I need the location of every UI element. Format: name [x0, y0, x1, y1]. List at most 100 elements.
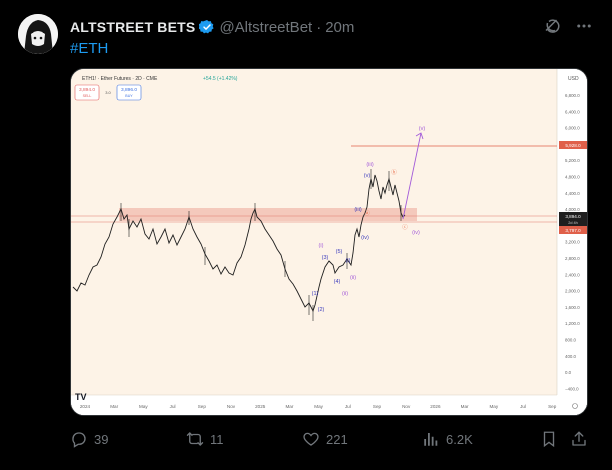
- y-tick-label: 5,200.0: [565, 158, 580, 163]
- wave-label-iii: (iii): [366, 162, 373, 168]
- views-button[interactable]: 6.2K: [422, 428, 473, 450]
- x-tick-label: Jul: [170, 404, 176, 409]
- resistance-zone: [119, 208, 417, 221]
- price-tag-current: [559, 212, 587, 226]
- view-count: 6.2K: [446, 431, 473, 447]
- wave-label-ii: (ii): [342, 291, 348, 297]
- x-tick-label: 2026: [430, 404, 441, 409]
- verified-badge-icon: [198, 19, 215, 35]
- like-button[interactable]: 221: [302, 428, 348, 450]
- svg-text:3,797.0: 3,797.0: [565, 228, 581, 233]
- wave-label-sub-iii: (iii): [354, 207, 361, 213]
- y-tick-label: 0.0: [565, 370, 572, 375]
- repost-button[interactable]: 11: [186, 428, 224, 450]
- like-icon: [303, 432, 319, 446]
- y-tick-label: 2,800.0: [565, 256, 580, 261]
- chart-image[interactable]: (v) (iii) (iv) (i) (ii) (1) (2) (3) (4) …: [70, 68, 588, 416]
- wave-label-v: (v): [419, 126, 426, 132]
- x-tick-label: May: [139, 404, 148, 409]
- grok-icon[interactable]: [543, 17, 561, 35]
- x-tick-label: Mar: [110, 404, 118, 409]
- timestamp[interactable]: 20m: [325, 18, 355, 36]
- x-tick-label: Nov: [402, 404, 411, 409]
- y-tick-label: 4,400.0: [565, 191, 580, 196]
- views-icon: [424, 433, 438, 446]
- bookmark-icon: [543, 431, 555, 448]
- wave-label-i: (i): [319, 243, 324, 249]
- buy-box: [116, 84, 142, 101]
- wave-label-a: ⓐ: [364, 209, 370, 217]
- wave-label-sub-ii: (ii): [350, 275, 356, 281]
- x-tick-label: Sep: [198, 404, 207, 409]
- price-tag-level: [559, 226, 587, 234]
- y-tick-label: 2,000.0: [565, 289, 580, 294]
- reply-icon: [72, 432, 86, 448]
- x-tick-label: May: [314, 404, 323, 409]
- x-tick-label: Jul: [345, 404, 351, 409]
- y-tick-label: 800.0: [565, 338, 577, 343]
- wave-label-c: ⓒ: [402, 223, 408, 231]
- y-tick-label: 1,200.0: [565, 321, 580, 326]
- sell-label: SELL: [83, 94, 92, 98]
- repost-icon: [186, 432, 204, 446]
- x-tick-label: May: [489, 404, 498, 409]
- action-bar: 39 11 221 6.2K: [70, 428, 590, 450]
- y-tick-label: 6,000.0: [565, 126, 580, 131]
- y-tick-label: 6,400.0: [565, 109, 580, 114]
- wave-label-3: (3): [322, 255, 329, 261]
- price-tag-target: [559, 141, 587, 149]
- y-tick-label: 4,800.0: [565, 175, 580, 180]
- share-button[interactable]: [570, 428, 594, 450]
- x-tick-label: 2024: [80, 404, 91, 409]
- wave-label-iv: (iv): [412, 230, 420, 236]
- svg-text:5,928.0: 5,928.0: [565, 143, 581, 148]
- x-tick-label: 2025: [255, 404, 266, 409]
- svg-text:2d 4h: 2d 4h: [568, 221, 578, 225]
- y-tick-label: 4,000.0: [565, 207, 580, 212]
- wave-label-sub-i: (i): [346, 258, 351, 264]
- y-tick-label: 1,600.0: [565, 305, 580, 310]
- chart-change: +54.5 (+1.42%): [203, 76, 238, 82]
- y-tick-label: 400.0: [565, 354, 577, 359]
- x-tick-label: Mar: [285, 404, 293, 409]
- reply-count: 39: [94, 431, 109, 447]
- candle-wicks: [120, 169, 402, 321]
- wave-label-1: (1): [312, 291, 319, 297]
- wave-label-sub-iv: (iv): [361, 235, 369, 241]
- y-tick-label: 3,200.0: [565, 240, 580, 245]
- wave-label-b: ⓑ: [391, 168, 397, 176]
- post-text-hashtag[interactable]: #ETH: [70, 40, 109, 57]
- sell-box: [74, 84, 100, 101]
- share-icon: [572, 431, 586, 446]
- bookmark-button[interactable]: [540, 428, 564, 450]
- sell-price: 3,894.0: [79, 87, 95, 93]
- projection-path: [402, 132, 422, 220]
- separator: ·: [316, 18, 322, 36]
- wave-label-4: (4): [334, 279, 341, 285]
- avatar[interactable]: [18, 14, 58, 54]
- svg-text:3,894.0: 3,894.0: [565, 214, 581, 219]
- x-tick-label: Mar: [461, 404, 469, 409]
- like-count: 221: [326, 431, 348, 447]
- post-header: ALTSTREET BETS @AltstreetBet · 20m: [70, 16, 354, 38]
- chart-settings-icon: [572, 403, 578, 409]
- handle[interactable]: @AltstreetBet: [219, 18, 313, 36]
- x-tick-label: Sep: [373, 404, 382, 409]
- more-icon[interactable]: [574, 17, 594, 35]
- wave-label-2: (2): [318, 307, 325, 313]
- wave-label-sub-v: (v): [364, 173, 371, 179]
- y-tick-label: 2,400.0: [565, 272, 580, 277]
- buy-price: 3,896.0: [121, 87, 137, 93]
- buy-label: BUY: [125, 94, 133, 98]
- x-tick-label: Jul: [520, 404, 526, 409]
- projection-arrow: [415, 132, 424, 140]
- currency-label: USD: [568, 76, 579, 82]
- display-name[interactable]: ALTSTREET BETS: [70, 19, 196, 35]
- spread: 3.0: [105, 90, 111, 95]
- chart-symbol: ETH1! · Ether Futures · 2D · CME: [82, 76, 158, 82]
- y-tick-label: 6,800.0: [565, 93, 580, 98]
- wave-label-5: (5): [336, 249, 343, 255]
- x-tick-label: Sep: [548, 404, 557, 409]
- reply-button[interactable]: 39: [70, 428, 108, 450]
